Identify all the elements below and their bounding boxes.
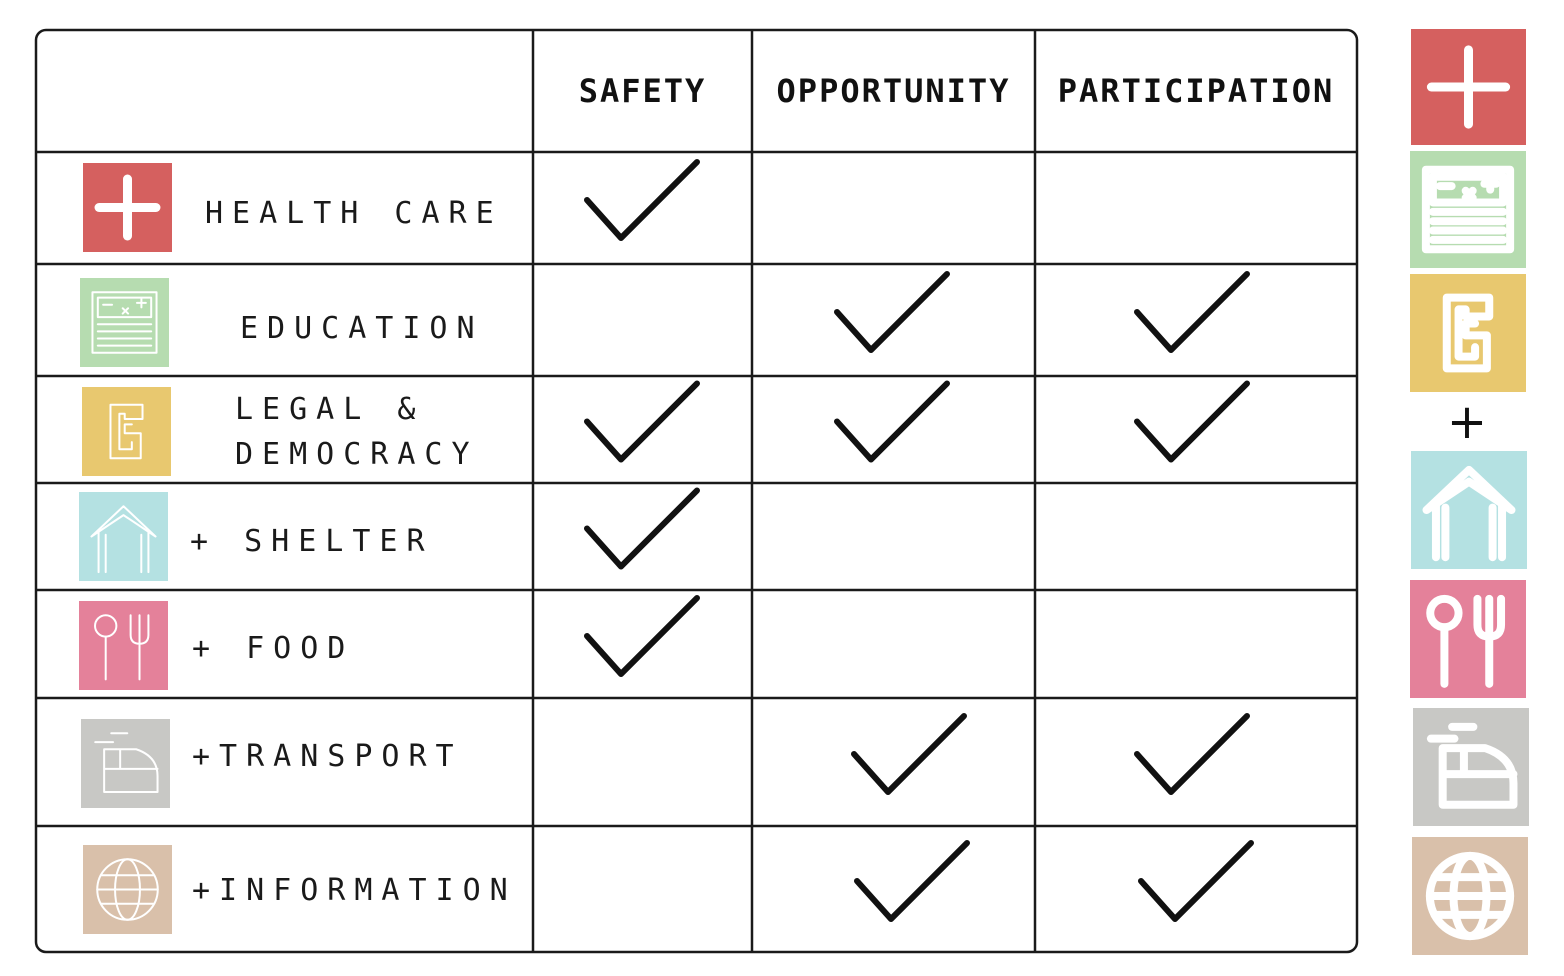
medical-cross-icon: [83, 163, 172, 252]
column-header-safety: SAFETY: [579, 72, 707, 110]
row-label-information: +INFORMATION: [192, 873, 517, 908]
checkmark-information-opportunity: [854, 840, 970, 922]
row-label-food: + FOOD: [192, 631, 354, 666]
row-icons: [79, 163, 172, 934]
row-label-health-care: HEALTH CARE: [205, 196, 503, 231]
sidebar-chalkboard-icon: [1410, 151, 1526, 268]
train-icon: [81, 719, 170, 808]
checkmark-transport-participation: [1134, 713, 1250, 795]
row-labels: HEALTH CARE EDUCATION LEGAL & DEMOCRACY + SH…: [190, 196, 517, 908]
checkmark-transport-opportunity: [851, 713, 967, 795]
checkmark-food-safety: [584, 595, 700, 677]
row-label-shelter: + SHELTER: [190, 524, 434, 559]
checkmark-health-care-safety: [584, 159, 700, 241]
table-grid: [34, 28, 1359, 954]
spoon-fork-icon: [79, 601, 168, 690]
column-header-opportunity: OPPORTUNITY: [777, 72, 1011, 110]
house-icon: [79, 492, 168, 581]
checkmark-shelter-safety: [584, 487, 700, 570]
column-headers: SAFETY OPPORTUNITY PARTICIPATION: [579, 72, 1334, 110]
checkmark-education-participation: [1134, 271, 1250, 353]
sidebar-globe-icon: [1412, 837, 1528, 955]
checkmarks: [584, 159, 1254, 922]
chalkboard-icon: [80, 278, 169, 367]
globe-icon: [83, 845, 172, 934]
legal-symbol-icon: [82, 387, 171, 476]
row-label-transport: +TRANSPORT: [192, 739, 463, 774]
sidebar-medical-cross-icon: [1411, 29, 1526, 145]
sidebar-plus-symbol: +: [1447, 394, 1487, 450]
sidebar-train-icon: [1413, 708, 1529, 826]
table-border: [34, 28, 1359, 954]
column-header-participation: PARTICIPATION: [1058, 72, 1334, 110]
sidebar-spoon-fork-icon: [1410, 580, 1526, 698]
checkmark-information-participation: [1138, 840, 1254, 922]
sidebar-icon-column: +: [1410, 29, 1529, 955]
checkmark-legal-democracy-opportunity: [834, 380, 950, 463]
row-label-legal-democracy: DEMOCRACY: [235, 437, 479, 472]
row-label-education: EDUCATION: [240, 311, 484, 346]
checkmark-legal-democracy-safety: [584, 380, 700, 463]
row-label-legal-democracy: LEGAL &: [235, 392, 424, 427]
checkmark-education-opportunity: [834, 271, 950, 353]
sidebar-house-icon: [1411, 451, 1527, 569]
sidebar-legal-symbol-icon: [1410, 274, 1526, 392]
checkmark-legal-democracy-participation: [1134, 380, 1250, 463]
